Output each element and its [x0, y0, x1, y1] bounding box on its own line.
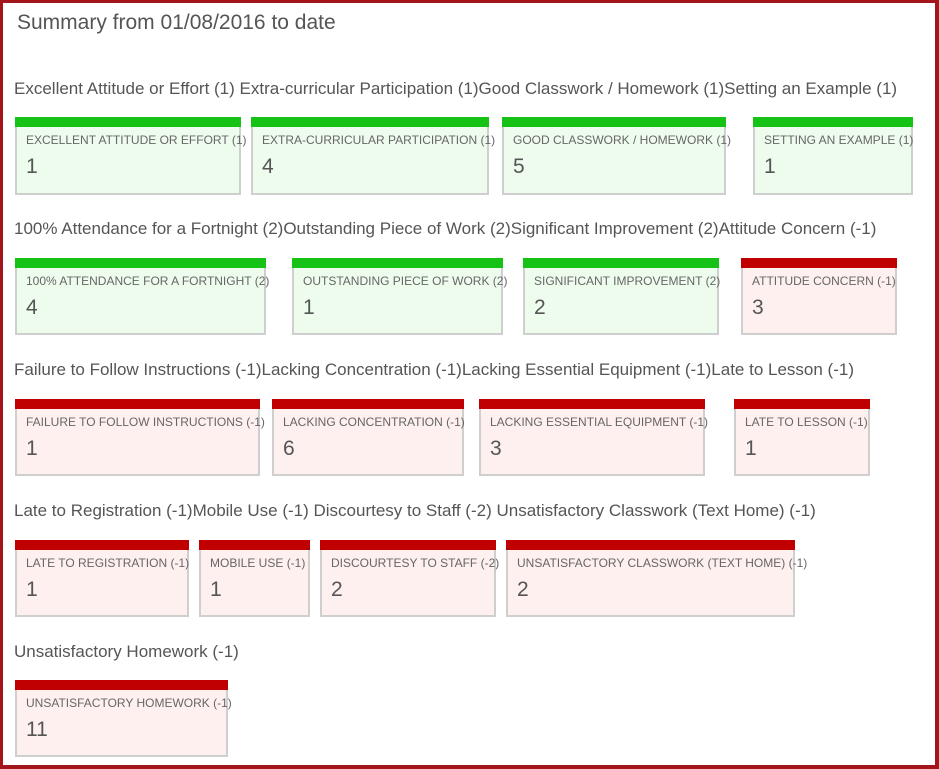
status-bar [15, 680, 228, 690]
row-label-2: 100% Attendance for a Fortnight (2)Outst… [14, 219, 877, 238]
status-bar [523, 258, 719, 268]
metric-label: LATE TO REGISTRATION (-1) [26, 556, 190, 570]
metric-label: LACKING CONCENTRATION (-1) [283, 415, 465, 429]
metric-value: 2 [534, 296, 546, 319]
status-bar [753, 117, 913, 127]
metric-card-outstanding-work[interactable]: OUTSTANDING PIECE OF WORK (2) 1 [292, 258, 507, 335]
metric-value: 3 [490, 437, 502, 460]
metric-card-significant-improvement[interactable]: SIGNIFICANT IMPROVEMENT (2) 2 [523, 258, 721, 335]
metric-card-discourtesy[interactable]: DISCOURTESY TO STAFF (-2) 2 [320, 540, 500, 617]
page-title: Summary from 01/08/2016 to date [17, 11, 336, 34]
metric-label: OUTSTANDING PIECE OF WORK (2) [303, 274, 508, 288]
metric-card-excellent-attitude[interactable]: EXCELLENT ATTITUDE OR EFFORT (1) 1 [15, 117, 246, 195]
status-bar [15, 540, 189, 550]
metric-label: UNSATISFACTORY HOMEWORK (-1) [26, 696, 232, 710]
metric-label: ATTITUDE CONCERN (-1) [752, 274, 896, 288]
metric-card-attendance[interactable]: 100% ATTENDANCE FOR A FORTNIGHT (2) 4 [15, 258, 270, 335]
metric-value: 1 [26, 578, 38, 601]
metric-card-failure-instructions[interactable]: FAILURE TO FOLLOW INSTRUCTIONS (-1) 1 [15, 399, 265, 476]
metric-label: UNSATISFACTORY CLASSWORK (TEXT HOME) (-1… [517, 556, 808, 570]
metric-value: 1 [745, 437, 757, 460]
metric-label: GOOD CLASSWORK / HOMEWORK (1) [513, 133, 732, 147]
metric-card-good-classwork[interactable]: GOOD CLASSWORK / HOMEWORK (1) 5 [502, 117, 731, 195]
metric-card-unsatisfactory-classwork[interactable]: UNSATISFACTORY CLASSWORK (TEXT HOME) (-1… [506, 540, 807, 617]
metric-value: 2 [517, 578, 529, 601]
status-bar [251, 117, 489, 127]
metric-card-setting-example[interactable]: SETTING AN EXAMPLE (1) 1 [753, 117, 913, 195]
row-label-1: Excellent Attitude or Effort (1) Extra-c… [14, 79, 898, 98]
metric-card-lacking-concentration[interactable]: LACKING CONCENTRATION (-1) 6 [272, 399, 465, 476]
metric-value: 1 [26, 437, 38, 460]
status-bar [479, 399, 705, 409]
metric-card-mobile-use[interactable]: MOBILE USE (-1) 1 [199, 540, 310, 617]
metric-card-unsatisfactory-homework[interactable]: UNSATISFACTORY HOMEWORK (-1) 11 [15, 680, 232, 757]
metric-card-late-registration[interactable]: LATE TO REGISTRATION (-1) 1 [15, 540, 189, 617]
status-bar [15, 258, 266, 268]
status-bar [734, 399, 870, 409]
metric-label: SETTING AN EXAMPLE (1) [764, 133, 914, 147]
metric-label: LATE TO LESSON (-1) [745, 415, 868, 429]
metric-label: 100% ATTENDANCE FOR A FORTNIGHT (2) [26, 274, 270, 288]
metric-value: 1 [764, 155, 776, 178]
metric-label: DISCOURTESY TO STAFF (-2) [331, 556, 500, 570]
metric-value: 4 [262, 155, 274, 178]
metric-label: LACKING ESSENTIAL EQUIPMENT (-1) [490, 415, 709, 429]
metric-value: 1 [210, 578, 222, 601]
metric-label: EXTRA-CURRICULAR PARTICIPATION (1) [262, 133, 496, 147]
status-bar [15, 117, 241, 127]
row-label-3: Failure to Follow Instructions (-1)Lacki… [14, 360, 854, 379]
status-bar [502, 117, 726, 127]
metric-value: 6 [283, 437, 295, 460]
status-bar [272, 399, 464, 409]
row-label-4: Late to Registration (-1)Mobile Use (-1)… [14, 501, 816, 520]
metric-value: 5 [513, 155, 525, 178]
status-bar [741, 258, 897, 268]
metric-value: 2 [331, 578, 343, 601]
metric-value: 1 [303, 296, 315, 319]
metric-value: 3 [752, 296, 764, 319]
metric-card-lacking-equipment[interactable]: LACKING ESSENTIAL EQUIPMENT (-1) 3 [479, 399, 709, 476]
status-bar [320, 540, 496, 550]
metric-value: 11 [26, 718, 48, 741]
status-bar [15, 399, 260, 409]
metric-label: EXCELLENT ATTITUDE OR EFFORT (1) [26, 133, 247, 147]
metric-card-attitude-concern[interactable]: ATTITUDE CONCERN (-1) 3 [741, 258, 897, 335]
status-bar [199, 540, 310, 550]
status-bar [506, 540, 795, 550]
metric-label: FAILURE TO FOLLOW INSTRUCTIONS (-1) [26, 415, 265, 429]
metric-label: SIGNIFICANT IMPROVEMENT (2) [534, 274, 721, 288]
metric-value: 4 [26, 296, 38, 319]
metric-value: 1 [26, 155, 38, 178]
metric-label: MOBILE USE (-1) [210, 556, 306, 570]
metric-card-extra-curricular[interactable]: EXTRA-CURRICULAR PARTICIPATION (1) 4 [251, 117, 495, 195]
status-bar [292, 258, 503, 268]
row-label-5: Unsatisfactory Homework (-1) [14, 642, 239, 661]
metric-card-late-lesson[interactable]: LATE TO LESSON (-1) 1 [734, 399, 870, 476]
